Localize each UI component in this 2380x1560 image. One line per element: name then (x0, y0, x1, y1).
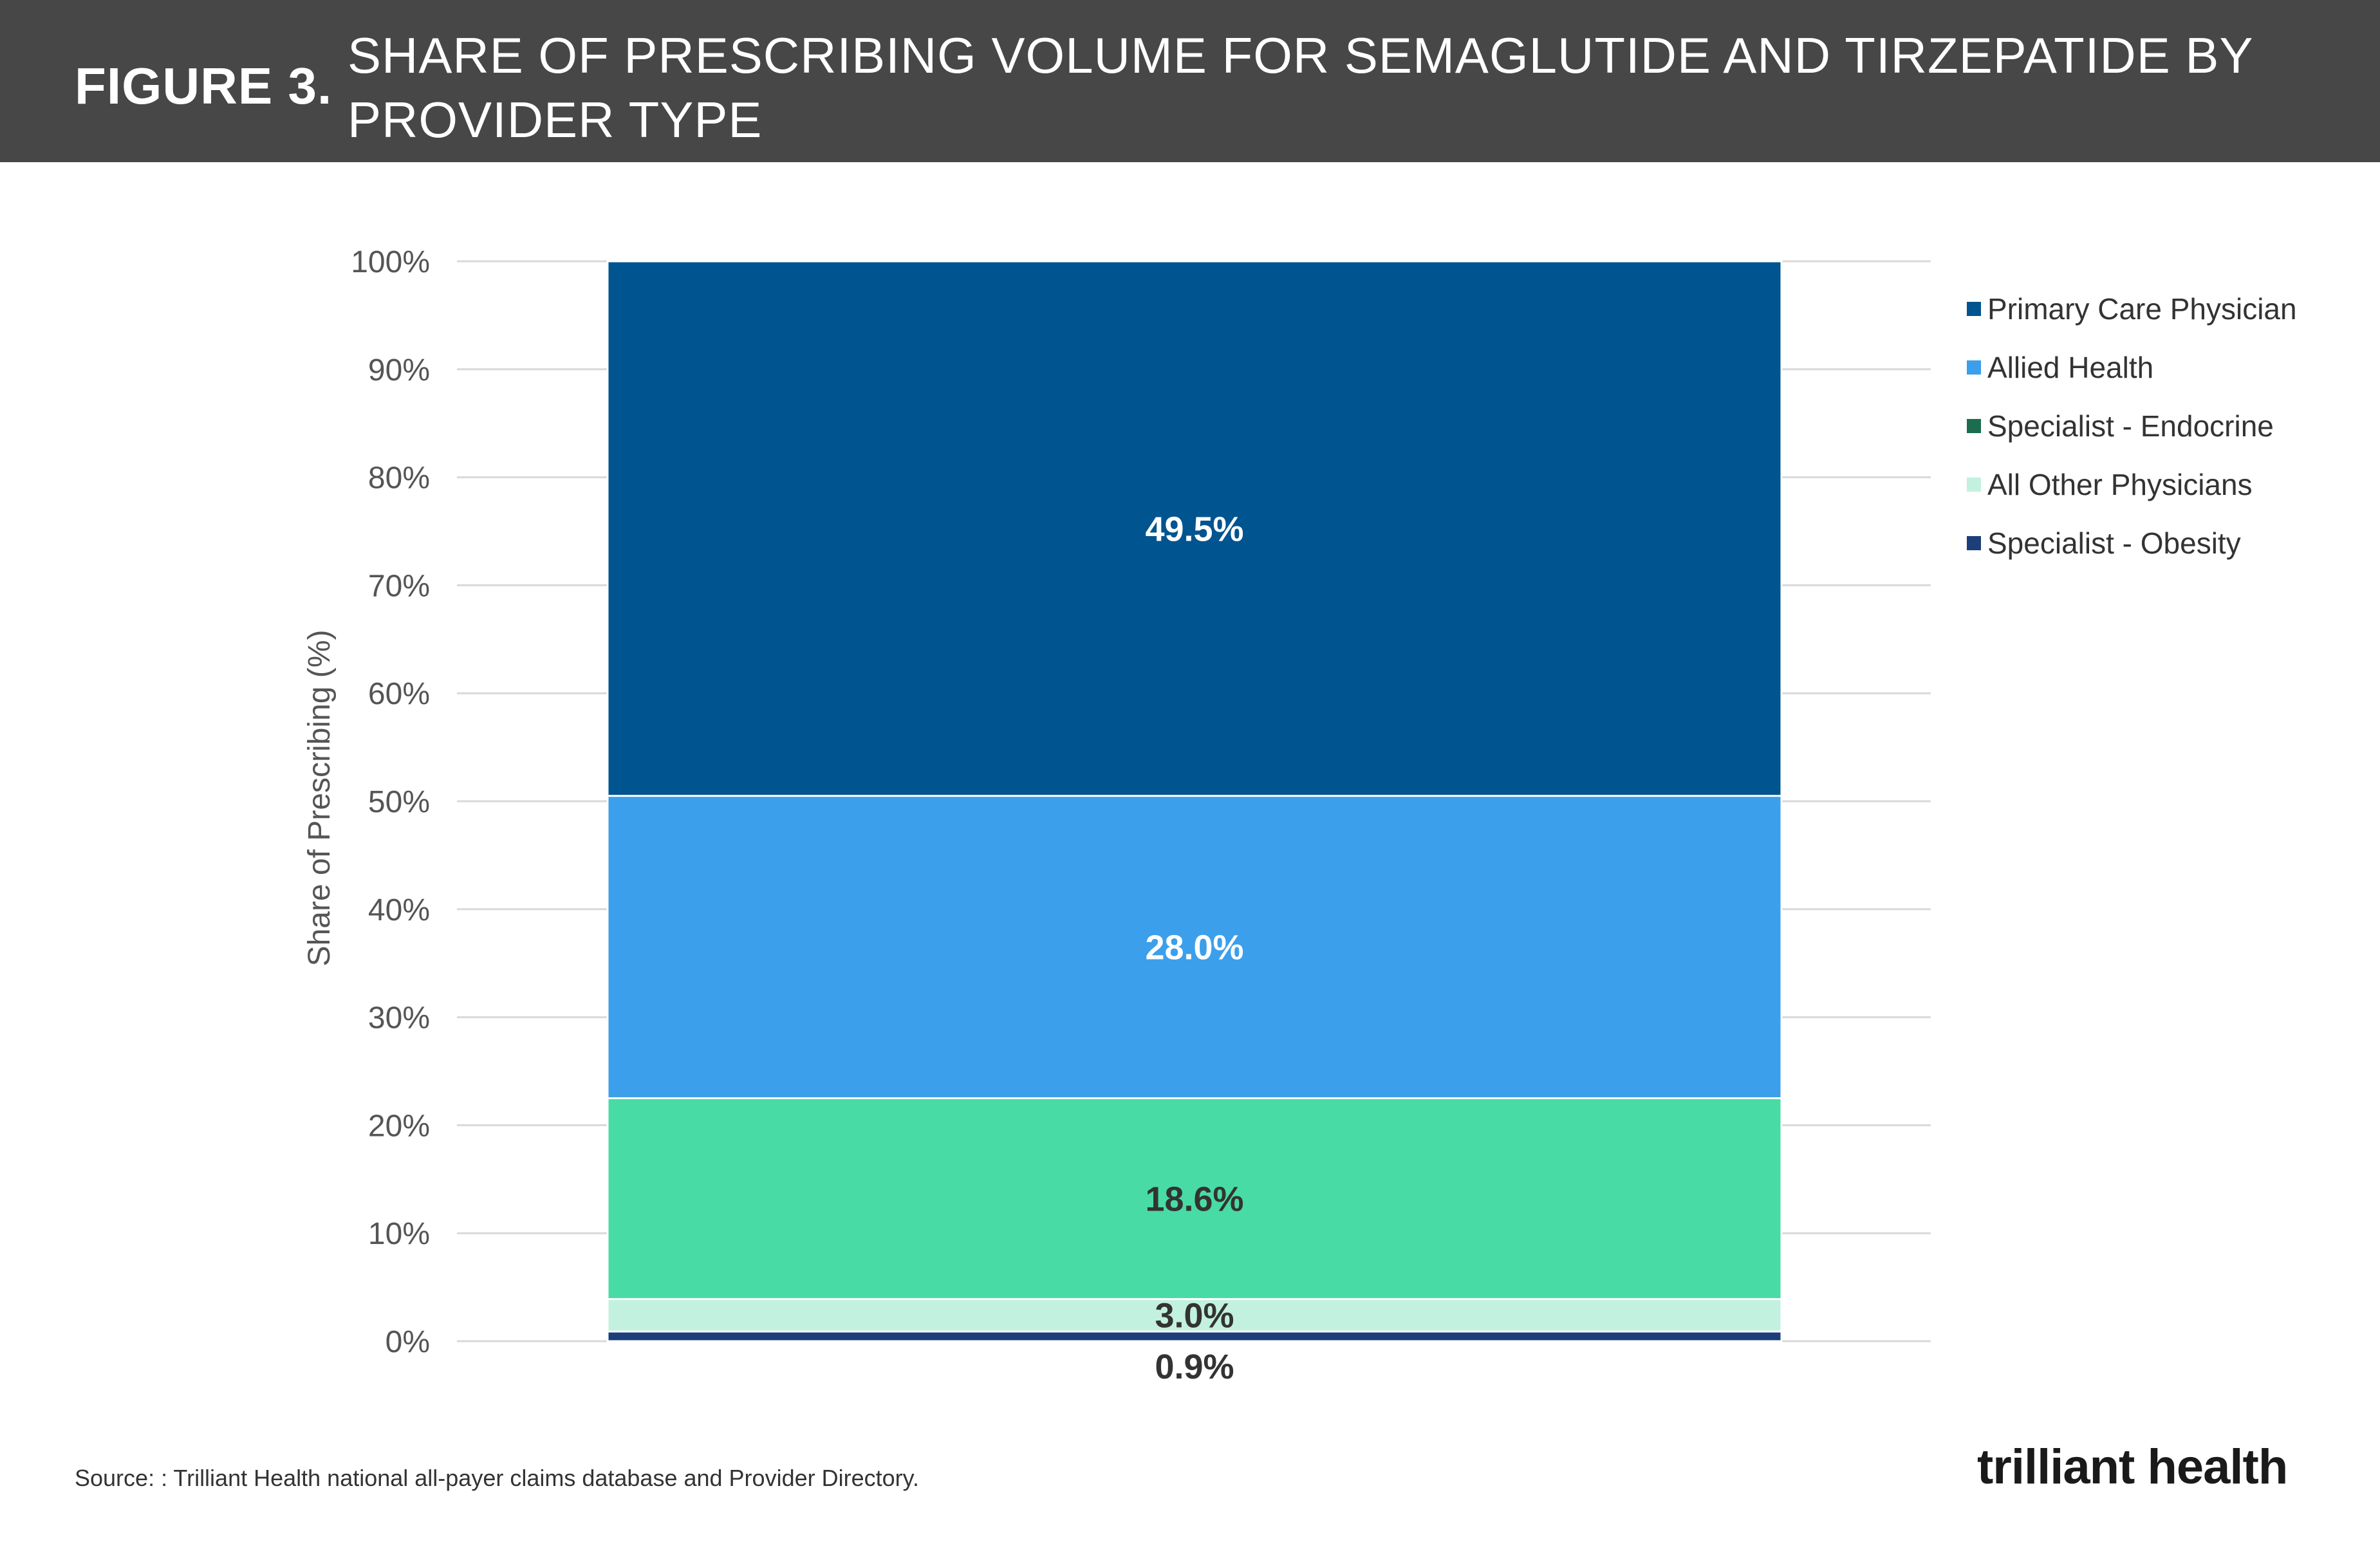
legend: Primary Care Physician Allied Health Speci… (1967, 292, 2297, 560)
figure-header-banner: FIGURE 3. SHARE OF PRESCRIBING VOLUME FO… (0, 0, 2380, 162)
legend-label: Primary Care Physician (1987, 292, 2297, 326)
y-tick-label: 30% (368, 1001, 430, 1035)
bar-segment-primary-care-physician (606, 260, 1783, 797)
legend-swatch (1967, 419, 1981, 433)
segment-labels: 0.9% 3.0% 18.6% 28.0% 49.5% (1145, 510, 1243, 1386)
legend-swatch (1967, 478, 1981, 492)
data-label: 49.5% (1145, 510, 1243, 548)
legend-label: Specialist - Endocrine (1987, 409, 2274, 443)
logo-text: trilliant health (1977, 1440, 2288, 1494)
bar-segment-all-other-physicians (606, 1298, 1783, 1333)
y-tick-label: 0% (386, 1325, 430, 1359)
bar-segment-allied-health (606, 795, 1783, 1099)
figure-label: FIGURE 3. (75, 57, 333, 115)
y-tick-label: 60% (368, 677, 430, 711)
legend-swatch (1967, 302, 1981, 316)
legend-swatch (1967, 360, 1981, 375)
y-axis-ticks: 0% 10% 20% 30% 40% 50% 60% 70% 80% 90% 100% (351, 245, 430, 1359)
source-note: Source: : Trilliant Health national all-… (75, 1465, 919, 1491)
data-label: 0.9% (1155, 1348, 1234, 1386)
y-tick-label: 100% (351, 245, 430, 279)
y-tick-label: 10% (368, 1217, 430, 1251)
y-axis-title: Share of Prescribing (%) (302, 630, 337, 967)
legend-label: All Other Physicians (1987, 468, 2253, 501)
y-tick-label: 80% (368, 461, 430, 496)
y-tick-label: 50% (368, 785, 430, 819)
y-tick-label: 70% (368, 569, 430, 603)
stacked-bar (606, 260, 1783, 1342)
data-label: 28.0% (1145, 929, 1243, 967)
figure-title: SHARE OF PRESCRIBING VOLUME FOR SEMAGLUT… (348, 27, 2253, 148)
y-tick-label: 90% (368, 353, 430, 387)
bar-segment-specialist-endocrine (606, 1097, 1783, 1301)
legend-label: Allied Health (1987, 351, 2153, 384)
y-tick-label: 20% (368, 1109, 430, 1143)
data-label: 18.6% (1145, 1180, 1243, 1219)
data-label: 3.0% (1155, 1297, 1234, 1335)
legend-swatch (1967, 536, 1981, 550)
legend-label: Specialist - Obesity (1987, 526, 2241, 560)
trilliant-health-logo: trilliant health (1977, 1439, 2288, 1495)
y-tick-label: 40% (368, 893, 430, 927)
